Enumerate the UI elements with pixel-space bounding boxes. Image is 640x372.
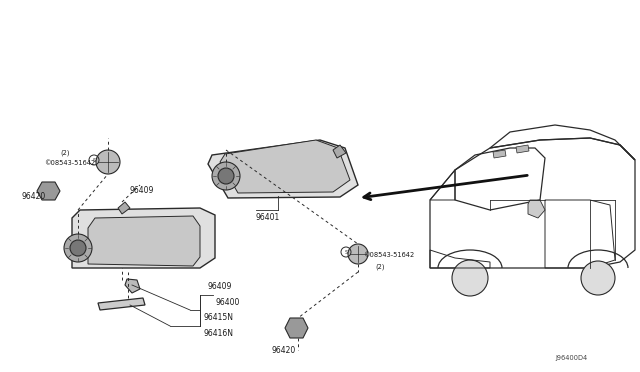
Circle shape: [348, 244, 368, 264]
Polygon shape: [37, 182, 60, 200]
Polygon shape: [493, 150, 506, 158]
Polygon shape: [72, 208, 215, 268]
Polygon shape: [208, 140, 358, 198]
Polygon shape: [118, 202, 130, 214]
Text: ©08543-51642: ©08543-51642: [363, 252, 414, 258]
Text: 96409: 96409: [130, 186, 154, 195]
Circle shape: [70, 240, 86, 256]
Text: 96409: 96409: [208, 282, 232, 291]
Text: (2): (2): [375, 264, 385, 270]
Polygon shape: [285, 318, 308, 338]
Circle shape: [452, 260, 488, 296]
Polygon shape: [220, 140, 350, 193]
Circle shape: [96, 150, 120, 174]
Text: 96420: 96420: [22, 192, 46, 201]
Text: 96420: 96420: [272, 346, 296, 355]
Text: 96415N: 96415N: [203, 313, 233, 322]
Text: 96401: 96401: [256, 213, 280, 222]
Text: ©08543-51642: ©08543-51642: [44, 160, 95, 166]
Text: S: S: [344, 250, 348, 254]
Circle shape: [64, 234, 92, 262]
Circle shape: [212, 162, 240, 190]
Text: 96400: 96400: [216, 298, 241, 307]
Text: (2): (2): [60, 149, 70, 155]
Text: S: S: [92, 157, 95, 163]
Polygon shape: [125, 279, 140, 293]
Circle shape: [218, 168, 234, 184]
Circle shape: [581, 261, 615, 295]
Polygon shape: [516, 145, 529, 153]
Polygon shape: [333, 145, 346, 158]
Text: J96400D4: J96400D4: [555, 355, 588, 361]
Text: 96416N: 96416N: [203, 329, 233, 338]
Polygon shape: [88, 216, 200, 266]
Polygon shape: [528, 200, 545, 218]
Polygon shape: [98, 298, 145, 310]
